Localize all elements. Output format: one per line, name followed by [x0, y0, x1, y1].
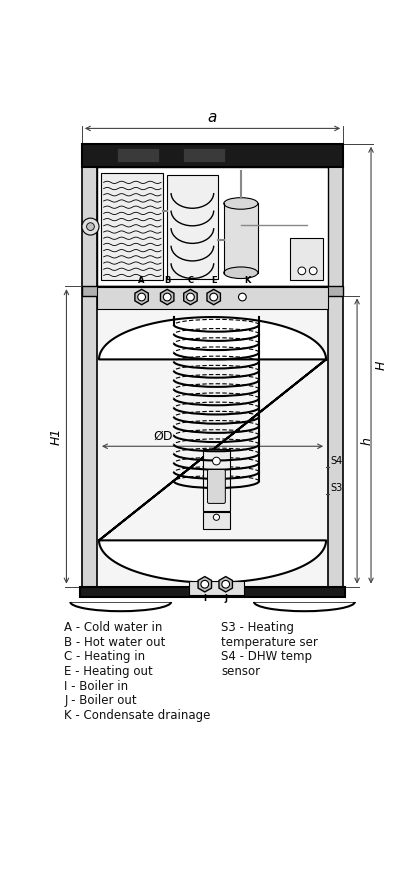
Text: E - Heating out: E - Heating out [64, 665, 153, 678]
Bar [290, 238, 323, 280]
Circle shape [310, 267, 317, 275]
Text: h: h [361, 437, 374, 445]
Text: A: A [138, 277, 145, 286]
Text: A - Cold water in: A - Cold water in [64, 621, 163, 634]
Bar [97, 167, 328, 286]
Bar [82, 167, 97, 587]
Circle shape [163, 293, 171, 301]
Bar [97, 167, 328, 587]
Polygon shape [207, 289, 220, 305]
Bar [82, 286, 343, 295]
Bar [203, 449, 230, 511]
Circle shape [87, 223, 94, 231]
Text: J - Boiler out: J - Boiler out [64, 694, 137, 707]
Text: S3 - Heating: S3 - Heating [221, 621, 294, 634]
Text: S4 - DHW temp: S4 - DHW temp [221, 651, 312, 664]
Text: C - Heating in: C - Heating in [64, 651, 145, 664]
Circle shape [239, 293, 246, 301]
Polygon shape [198, 576, 212, 592]
Circle shape [213, 514, 220, 521]
Bar [97, 287, 328, 309]
Circle shape [186, 293, 194, 301]
Text: S4: S4 [331, 456, 343, 467]
Text: I - Boiler in: I - Boiler in [64, 680, 128, 693]
Text: H: H [375, 361, 388, 370]
Circle shape [201, 581, 209, 588]
Bar [183, 149, 225, 163]
Bar [224, 203, 258, 273]
Polygon shape [99, 317, 326, 583]
Text: S3: S3 [331, 484, 343, 493]
Text: J: J [224, 594, 227, 603]
Text: H1: H1 [50, 428, 63, 446]
Text: I: I [203, 594, 206, 603]
Text: C: C [187, 277, 194, 286]
Text: B - Hot water out: B - Hot water out [64, 636, 165, 649]
Text: a: a [208, 110, 217, 126]
Circle shape [82, 218, 99, 235]
Text: B: B [164, 277, 171, 286]
Polygon shape [135, 289, 148, 305]
Circle shape [138, 293, 145, 301]
Bar [167, 175, 218, 278]
Circle shape [298, 267, 306, 275]
Ellipse shape [224, 198, 258, 210]
Ellipse shape [224, 267, 258, 278]
Circle shape [222, 581, 230, 588]
Bar [82, 144, 343, 167]
Bar [328, 167, 343, 587]
Text: K - Condensate drainage: K - Condensate drainage [64, 709, 210, 722]
Text: sensor: sensor [221, 665, 260, 678]
Polygon shape [219, 576, 232, 592]
Bar [80, 587, 345, 597]
Polygon shape [160, 289, 174, 305]
Text: ØD: ØD [153, 431, 172, 443]
Polygon shape [184, 289, 197, 305]
Bar [117, 149, 160, 163]
Circle shape [210, 293, 218, 301]
FancyBboxPatch shape [207, 469, 225, 503]
Bar [189, 581, 244, 595]
Bar [203, 512, 230, 529]
Text: E: E [211, 277, 217, 286]
Text: K: K [245, 277, 251, 286]
Circle shape [213, 457, 220, 465]
Bar [101, 173, 163, 280]
Text: temperature ser: temperature ser [221, 636, 318, 649]
